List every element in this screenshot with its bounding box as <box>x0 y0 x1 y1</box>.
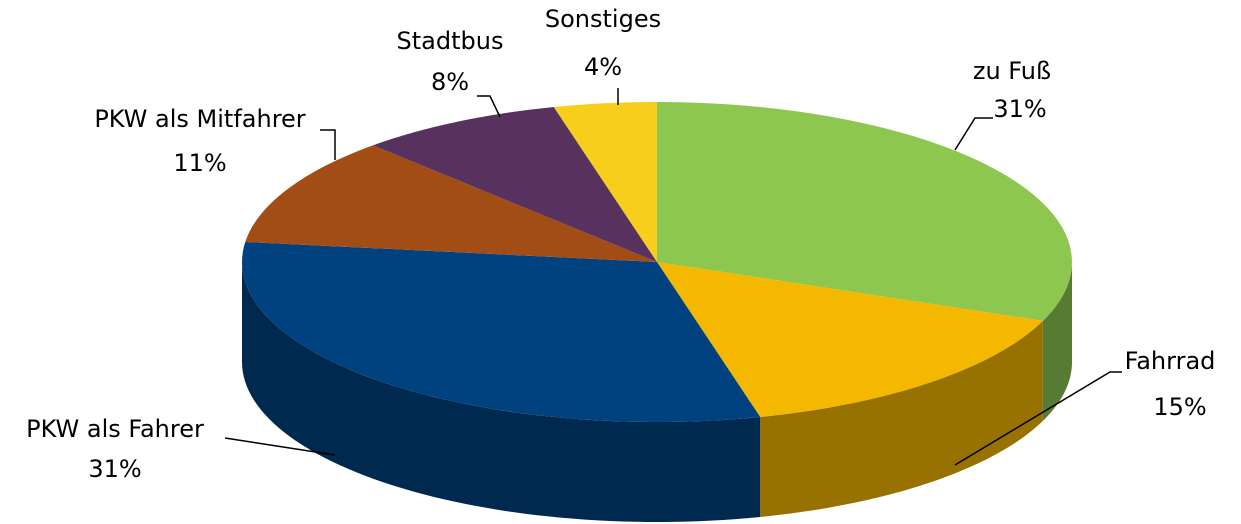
pie-slice <box>553 102 657 262</box>
leader-line <box>954 117 993 151</box>
slice-value-label: 15% <box>1153 393 1206 421</box>
pie <box>242 102 1072 522</box>
pie-slice <box>245 145 657 262</box>
slice-value-label: 4% <box>584 53 622 81</box>
slice-label: Fahrrad <box>1125 347 1216 375</box>
slice-value-label: 31% <box>88 455 141 483</box>
slice-value-label: 31% <box>993 95 1046 123</box>
pie-slice <box>242 241 761 422</box>
pie-slice <box>372 107 657 262</box>
slice-label: PKW als Fahrer <box>26 415 204 443</box>
pie-slice <box>657 102 1072 321</box>
pie-side <box>242 262 761 522</box>
leader-line <box>224 437 336 456</box>
leaders <box>224 88 1122 466</box>
slice-label: Sonstiges <box>545 5 661 33</box>
pie-slice <box>657 262 1043 417</box>
slice-value-label: 11% <box>173 149 226 177</box>
slice-value-label: 8% <box>431 68 469 96</box>
pie-side <box>1042 262 1072 421</box>
leader-line <box>320 129 336 160</box>
pie-side <box>760 320 1043 517</box>
slice-label: PKW als Mitfahrer <box>94 105 305 133</box>
leader-line <box>954 371 1122 466</box>
leader-line <box>477 95 501 118</box>
slice-label: Stadtbus <box>397 27 504 55</box>
slice-label: zu Fuß <box>973 57 1051 85</box>
